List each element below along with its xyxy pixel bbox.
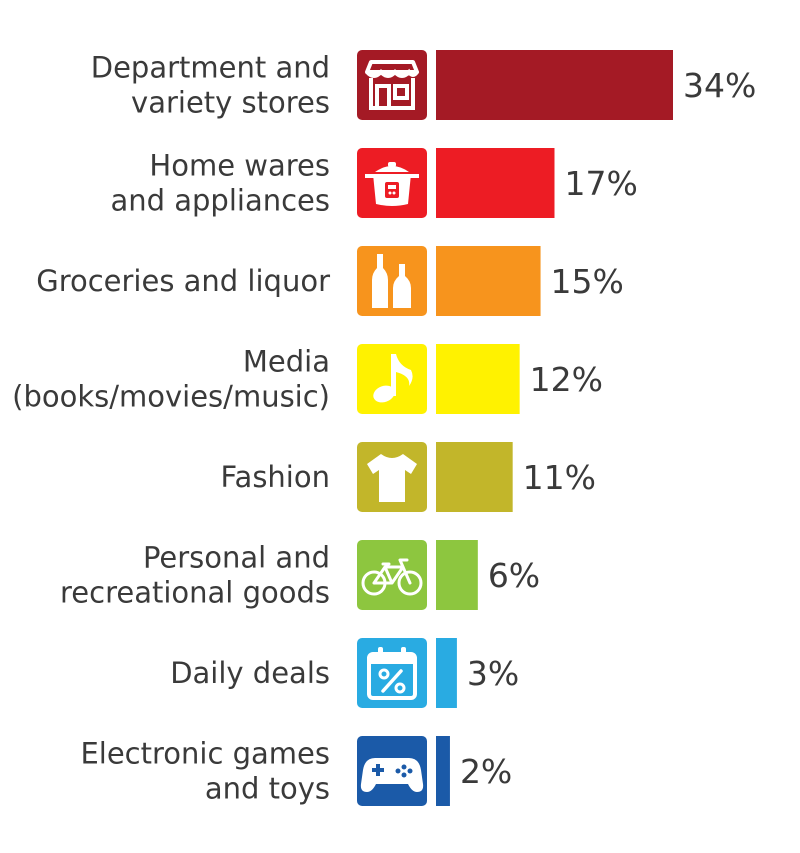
bar bbox=[436, 344, 520, 414]
value-label: 3% bbox=[467, 654, 519, 693]
category-label: Electronic games and toys bbox=[80, 737, 330, 806]
bar bbox=[436, 736, 450, 806]
value-label: 34% bbox=[683, 66, 756, 105]
category-label-line: and toys bbox=[205, 772, 330, 806]
gamepad-icon bbox=[357, 736, 427, 806]
bar bbox=[436, 540, 478, 610]
category-label: Personal and recreational goods bbox=[60, 541, 330, 610]
bottles-icon bbox=[357, 246, 427, 316]
value-label: 12% bbox=[530, 360, 603, 399]
category-label-line: Groceries and liquor bbox=[36, 264, 330, 298]
tshirt-icon bbox=[357, 442, 427, 512]
category-label-line: Daily deals bbox=[170, 656, 330, 690]
bar bbox=[436, 638, 457, 708]
category-label: Fashion bbox=[221, 460, 330, 494]
value-label: 11% bbox=[523, 458, 596, 497]
value-label: 15% bbox=[551, 262, 624, 301]
bar bbox=[436, 50, 673, 120]
category-label-line: Electronic games bbox=[80, 737, 330, 771]
category-label-line: recreational goods bbox=[60, 576, 330, 610]
category-label: Media (books/movies/music) bbox=[12, 345, 330, 414]
category-label-line: Home wares bbox=[149, 149, 330, 183]
value-label: 6% bbox=[488, 556, 540, 595]
music-note-icon bbox=[357, 344, 427, 414]
value-label: 17% bbox=[565, 164, 638, 203]
rice-cooker-icon bbox=[357, 148, 427, 218]
category-label: Groceries and liquor bbox=[36, 264, 330, 298]
category-label-line: Department and bbox=[91, 51, 330, 85]
category-label-line: variety stores bbox=[131, 86, 330, 120]
bar bbox=[436, 148, 555, 218]
bar bbox=[436, 442, 513, 512]
category-label: Department and variety stores bbox=[91, 51, 330, 120]
bar bbox=[436, 246, 541, 316]
category-label-line: (books/movies/music) bbox=[12, 380, 330, 414]
category-label-line: Personal and bbox=[143, 541, 330, 575]
storefront-icon bbox=[357, 50, 427, 120]
category-label-line: Media bbox=[243, 345, 330, 379]
calendar-percent-icon bbox=[357, 638, 427, 708]
category-label: Daily deals bbox=[170, 656, 330, 690]
bicycle-icon bbox=[357, 540, 427, 610]
category-label-line: and appliances bbox=[110, 184, 330, 218]
category-label-line: Fashion bbox=[221, 460, 330, 494]
category-label: Home wares and appliances bbox=[110, 149, 330, 218]
value-label: 2% bbox=[460, 752, 512, 791]
